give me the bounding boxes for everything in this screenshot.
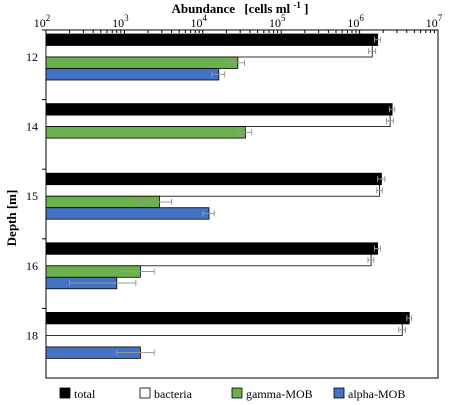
x-tick-label: 103 [112,13,129,30]
x-tick-label: 106 [347,13,364,30]
legend-label-gamma-MOB: gamma-MOB [246,387,313,401]
chart-title: Abundance [cells ml -1 ] [171,0,308,16]
depth-tick-labels: 12 14 15 16 18 [26,29,46,342]
depth-label-18: 18 [26,328,38,342]
bar-total-16 [45,242,379,255]
legend-swatch-total [59,387,71,399]
bar-gamma-MOB-12 [45,56,239,69]
depth-label-12: 12 [26,50,38,64]
y-axis-label: Depth [m] [4,190,19,247]
bar-gamma-MOB-14 [45,126,246,139]
bars [45,33,413,359]
legend-label-alpha-MOB: alpha-MOB [348,387,405,401]
legend-label-bacteria: bacteria [154,387,193,401]
chart-title-unit-exponent: -1 [293,0,301,10]
legend-swatch-gamma-MOB [231,387,243,399]
x-tick-label: 107 [426,13,443,30]
bar-alpha-MOB-12 [45,68,220,81]
x-tick-label: 104 [191,13,208,30]
x-tick-label: 105 [269,13,286,30]
depth-label-14: 14 [26,120,38,134]
chart-title-text: Abundance [171,1,235,16]
x-tick-label: 102 [34,13,51,30]
bar-total-18 [45,311,410,325]
bar-total-12 [45,33,379,46]
legend: total bacteria gamma-MOB alpha-MOB [59,387,405,401]
depth-label-15: 15 [26,189,38,203]
bar-total-15 [45,172,382,186]
bar-bacteria-16 [45,253,372,267]
bar-bacteria-12 [45,45,373,58]
depth-label-16: 16 [26,259,38,273]
bar-alpha-MOB-15 [45,207,210,220]
axes: 102 103 104 105 106 107 [34,13,443,379]
bar-bacteria-14 [45,114,391,127]
chart-title-unit: [cells ml [244,1,290,16]
chart-title-unit-close: ] [304,1,308,16]
legend-label-total: total [74,387,96,401]
legend-swatch-alpha-MOB [333,387,345,399]
bar-bacteria-15 [45,184,381,197]
bar-bacteria-18 [45,323,403,336]
legend-swatch-bacteria [139,387,151,399]
bar-total-14 [45,103,393,116]
